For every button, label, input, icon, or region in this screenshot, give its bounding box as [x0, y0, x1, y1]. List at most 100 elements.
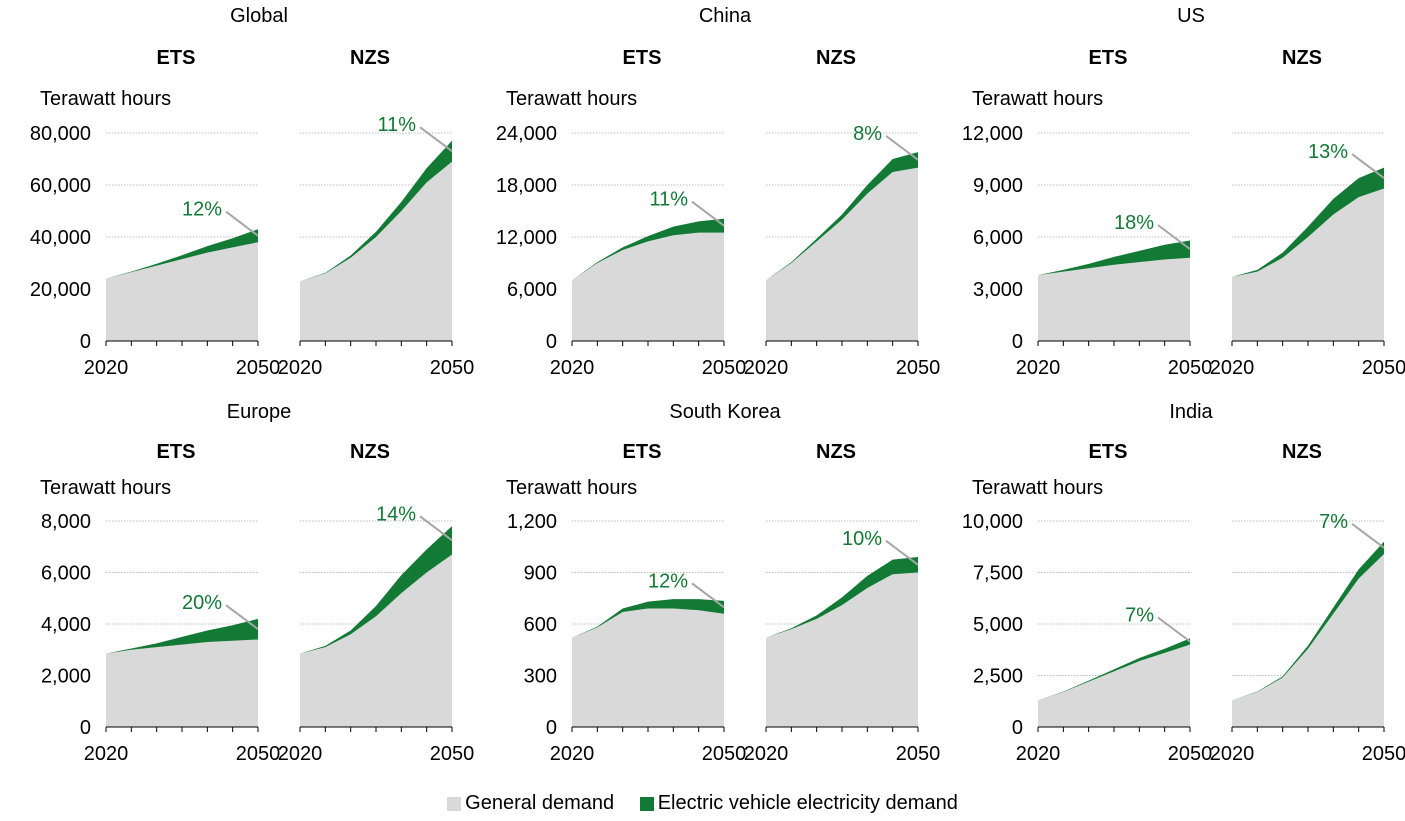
y-tick-label-india-0: 0 — [1012, 717, 1023, 739]
legend-swatch-ev — [639, 796, 654, 811]
y-tick-label-south-korea-3: 900 — [524, 563, 557, 585]
y-tick-label-india-2: 5,000 — [973, 614, 1023, 636]
x-tick-label-global-nzs-end: 2050 — [430, 357, 475, 379]
area-general-india-nzs — [1232, 553, 1384, 727]
panel-title-india-ets: ETS — [1089, 441, 1128, 463]
panel-title-china-nzs: NZS — [816, 47, 856, 69]
chart-title-europe: Europe — [227, 401, 292, 423]
annotation-china-ets: 11% — [649, 189, 688, 211]
annotation-europe-nzs: 14% — [376, 503, 416, 525]
annotation-china-nzs: 8% — [853, 123, 882, 145]
area-general-global-nzs — [300, 161, 452, 341]
y-tick-label-china-4: 24,000 — [496, 123, 557, 145]
x-tick-label-europe-nzs-start: 2020 — [278, 743, 323, 765]
chart-title-india: India — [1169, 401, 1213, 423]
x-tick-label-south-korea-ets-end: 2050 — [702, 743, 747, 765]
area-ev-us-ets — [1038, 240, 1190, 276]
y-tick-label-global-2: 40,000 — [30, 227, 91, 249]
area-general-south-korea-ets — [572, 608, 724, 727]
x-tick-label-us-ets-start: 2020 — [1016, 357, 1061, 379]
y-tick-label-europe-4: 8,000 — [41, 511, 91, 533]
x-tick-label-south-korea-ets-start: 2020 — [550, 743, 595, 765]
area-ev-europe-ets — [106, 618, 258, 654]
y-tick-label-south-korea-0: 0 — [546, 717, 557, 739]
area-ev-us-nzs — [1232, 167, 1384, 277]
legend-label-ev: Electric vehicle electricity demand — [657, 792, 958, 814]
y-tick-label-india-1: 2,500 — [973, 666, 1023, 688]
y-tick-label-us-2: 6,000 — [973, 227, 1023, 249]
chart-figure: Global Terawatt hours 0 20,000 40,000 60,000 8… — [30, 5, 1405, 765]
annotation-global-ets: 12% — [182, 199, 222, 221]
x-tick-label-china-ets-start: 2020 — [550, 357, 595, 379]
panel-title-us-nzs: NZS — [1282, 47, 1322, 69]
y-tick-label-europe-1: 2,000 — [41, 666, 91, 688]
annotation-leader-india-nzs — [1351, 522, 1385, 549]
legend-label-general: General demand — [465, 792, 615, 814]
y-tick-label-south-korea-2: 600 — [524, 614, 557, 636]
area-general-china-nzs — [766, 167, 918, 341]
y-tick-label-us-4: 12,000 — [962, 123, 1023, 145]
y-tick-label-china-3: 18,000 — [496, 175, 557, 197]
x-tick-label-us-ets-end: 2050 — [1168, 357, 1213, 379]
y-tick-label-us-1: 3,000 — [973, 279, 1023, 301]
panel-title-global-ets: ETS — [157, 47, 196, 69]
annotation-leader-us-nzs — [1351, 153, 1385, 179]
annotation-india-nzs: 7% — [1319, 511, 1348, 533]
legend-item-ev: Electric vehicle electricity demand — [639, 792, 958, 815]
y-tick-label-china-2: 12,000 — [496, 227, 557, 249]
y-tick-label-europe-3: 6,000 — [41, 563, 91, 585]
y-tick-label-global-0: 0 — [80, 331, 91, 353]
annotation-leader-us-ets — [1157, 224, 1191, 250]
y-tick-label-us-3: 9,000 — [973, 175, 1023, 197]
area-general-us-nzs — [1232, 188, 1384, 341]
annotation-leader-global-ets — [225, 210, 259, 237]
x-tick-label-south-korea-nzs-start: 2020 — [744, 743, 789, 765]
y-tick-label-europe-2: 4,000 — [41, 614, 91, 636]
y-tick-label-china-1: 6,000 — [507, 279, 557, 301]
legend: General demand Electric vehicle electric… — [0, 792, 1405, 817]
y-tick-label-global-3: 60,000 — [30, 175, 91, 197]
x-tick-label-europe-nzs-end: 2050 — [430, 743, 475, 765]
y-axis-label-china: Terawatt hours — [506, 88, 637, 110]
x-tick-label-india-nzs-end: 2050 — [1362, 743, 1405, 765]
area-general-europe-ets — [106, 639, 258, 727]
legend-swatch-general — [447, 796, 462, 811]
y-axis-label-us: Terawatt hours — [972, 88, 1103, 110]
annotation-leader-china-nzs — [885, 135, 919, 161]
panel-title-europe-ets: ETS — [157, 441, 196, 463]
annotation-south-korea-nzs: 10% — [842, 528, 882, 550]
x-tick-label-global-ets-start: 2020 — [84, 357, 129, 379]
x-tick-label-europe-ets-end: 2050 — [236, 743, 281, 765]
annotation-leader-europe-nzs — [419, 515, 453, 542]
x-tick-label-europe-ets-start: 2020 — [84, 743, 129, 765]
y-tick-label-south-korea-4: 1,200 — [507, 511, 557, 533]
x-tick-label-global-ets-end: 2050 — [236, 357, 281, 379]
x-tick-label-india-nzs-start: 2020 — [1210, 743, 1255, 765]
area-general-india-ets — [1038, 644, 1190, 727]
x-tick-label-global-nzs-start: 2020 — [278, 357, 323, 379]
panel-title-china-ets: ETS — [623, 47, 662, 69]
x-tick-label-us-nzs-end: 2050 — [1362, 357, 1405, 379]
x-tick-label-india-ets-end: 2050 — [1168, 743, 1213, 765]
area-general-us-ets — [1038, 257, 1190, 341]
y-axis-label-india: Terawatt hours — [972, 477, 1103, 499]
y-tick-label-india-4: 10,000 — [962, 511, 1023, 533]
y-tick-label-europe-0: 0 — [80, 717, 91, 739]
y-axis-label-global: Terawatt hours — [40, 88, 171, 110]
area-general-global-ets — [106, 242, 258, 341]
area-ev-china-ets — [572, 218, 724, 281]
panel-title-europe-nzs: NZS — [350, 441, 390, 463]
annotation-leader-india-ets — [1157, 616, 1191, 643]
x-tick-label-us-nzs-start: 2020 — [1210, 357, 1255, 379]
annotation-leader-south-korea-ets — [691, 582, 725, 609]
area-ev-china-nzs — [766, 152, 918, 281]
x-tick-label-south-korea-nzs-end: 2050 — [896, 743, 941, 765]
panel-title-south-korea-nzs: NZS — [816, 441, 856, 463]
annotation-leader-europe-ets — [225, 604, 259, 630]
x-tick-label-china-nzs-start: 2020 — [744, 357, 789, 379]
annotation-leader-china-ets — [691, 200, 725, 227]
annotation-leader-global-nzs — [419, 126, 453, 152]
y-tick-label-india-3: 7,500 — [973, 563, 1023, 585]
panel-title-south-korea-ets: ETS — [623, 441, 662, 463]
area-ev-india-ets — [1038, 638, 1190, 701]
